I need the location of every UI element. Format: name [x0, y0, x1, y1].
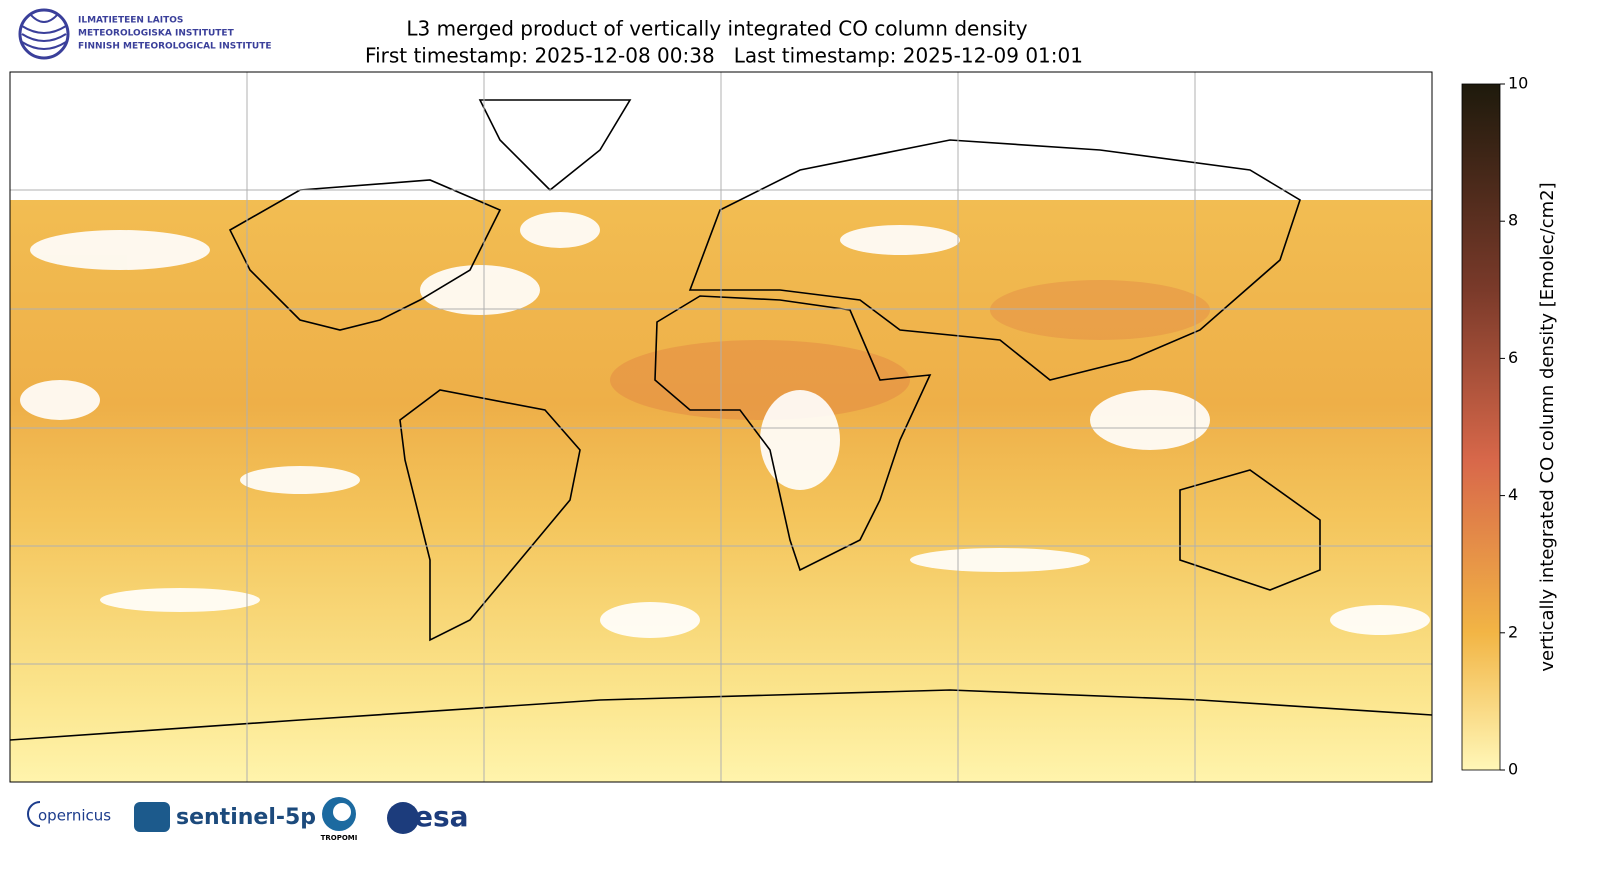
graticule: [10, 72, 1432, 782]
title: L3 merged product of vertically integrat…: [406, 17, 1027, 41]
tropomi-logo: TROPOMI: [321, 834, 358, 842]
colorbar-label: vertically integrated CO column density …: [1537, 182, 1558, 671]
esa-logo: esa: [414, 800, 469, 833]
logo-text: ILMATIETEEN LAITOS: [78, 16, 183, 26]
colorbar-tick-label: 4: [1508, 485, 1518, 504]
logo-text: FINNISH METEOROLOGICAL INSTITUTE: [78, 42, 272, 52]
colorbar-tick-label: 2: [1508, 622, 1518, 641]
map-frame: [9, 71, 1433, 783]
logo-text: METEOROLOGISKA INSTITUTET: [78, 29, 235, 39]
fmi-logo: ILMATIETEEN LAITOS METEOROLOGISKA INSTIT…: [18, 8, 272, 60]
map: [10, 72, 1432, 782]
colorbar-tick-label: 10: [1508, 74, 1528, 93]
clouds: [20, 212, 1430, 638]
colorbar-ramp: [1461, 83, 1501, 771]
copernicus-logo: opernicus: [38, 807, 111, 825]
subtitle: First timestamp: 2025-12-08 00:38 Last t…: [365, 44, 1083, 68]
colorbar: vertically integrated CO column density …: [1461, 74, 1558, 779]
coastlines: [10, 99, 1432, 741]
co-field: [610, 340, 910, 420]
colorbar-tick-label: 0: [1508, 760, 1518, 779]
colorbar-tick-label: 6: [1508, 348, 1518, 367]
colorbar-tick-label: 8: [1508, 211, 1518, 230]
footer-logos: opernicus sentinel-5p TROPOMI esa: [27, 797, 469, 842]
sentinel-logo: sentinel-5p: [176, 805, 316, 830]
co-field: [990, 280, 1210, 340]
